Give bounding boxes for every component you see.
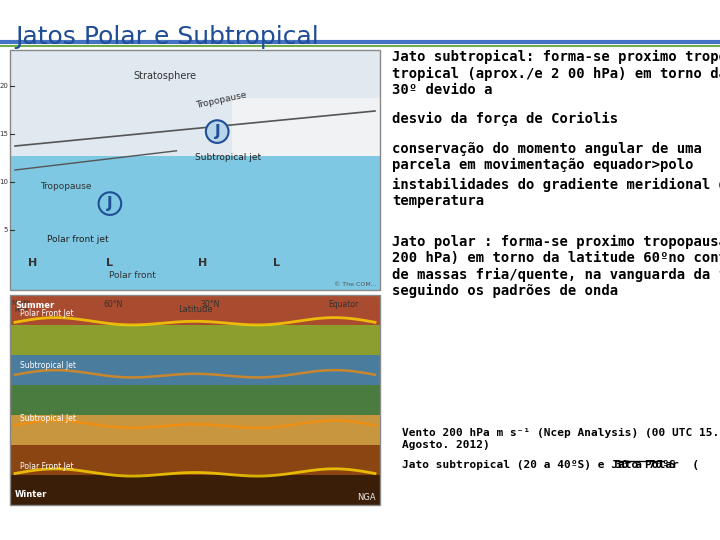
Text: H: H (27, 258, 37, 268)
FancyBboxPatch shape (10, 355, 380, 385)
Text: Jato subtropical: forma-se proximo tropopausa
tropical (aprox./e 2 00 hPa) em to: Jato subtropical: forma-se proximo tropo… (392, 50, 720, 97)
Text: © The COM...: © The COM... (334, 282, 377, 287)
FancyBboxPatch shape (10, 50, 380, 158)
Text: Polar Front Jet: Polar Front Jet (20, 309, 73, 318)
Text: Polar Front Jet: Polar Front Jet (20, 462, 73, 471)
Text: Jatos Polar e Subtropical: Jatos Polar e Subtropical (15, 25, 319, 49)
FancyBboxPatch shape (10, 475, 380, 505)
Text: Tropopause: Tropopause (40, 182, 91, 191)
Text: H: H (198, 258, 207, 268)
Text: Jato polar : forma-se proximo tropopausa (300-
200 hPa) em torno da latitude 60º: Jato polar : forma-se proximo tropopausa… (392, 235, 720, 298)
Text: desvio da força de Coriolis: desvio da força de Coriolis (392, 112, 618, 126)
Text: Vento 200 hPa m s⁻¹ (Ncep Analysis) (00 UTC 15.
Agosto. 2012): Vento 200 hPa m s⁻¹ (Ncep Analysis) (00 … (402, 428, 719, 450)
FancyBboxPatch shape (10, 445, 380, 475)
Text: L: L (107, 258, 114, 268)
Text: Tropopause: Tropopause (195, 90, 247, 110)
Text: Polar front jet: Polar front jet (47, 235, 109, 244)
Text: NGA: NGA (357, 493, 376, 502)
Text: J: J (107, 196, 113, 211)
Text: instabilidades do gradiente meridional de
temperatura: instabilidades do gradiente meridional d… (392, 178, 720, 208)
Text: 10: 10 (0, 179, 8, 185)
FancyBboxPatch shape (10, 156, 380, 290)
Text: Summer: Summer (15, 301, 54, 310)
Text: North
Pole: North Pole (12, 300, 31, 313)
Text: 20: 20 (0, 83, 8, 89)
Text: Polar front: Polar front (109, 271, 156, 280)
Text: 5: 5 (4, 227, 8, 233)
Text: J: J (215, 124, 220, 139)
FancyBboxPatch shape (10, 295, 380, 505)
FancyBboxPatch shape (10, 385, 380, 415)
FancyBboxPatch shape (10, 325, 380, 355)
FancyBboxPatch shape (10, 415, 380, 445)
Text: Subtropical jet: Subtropical jet (195, 153, 261, 163)
Text: Jato subtropical (20 a 40ºS) e Jato Polar  (: Jato subtropical (20 a 40ºS) e Jato Pola… (402, 460, 699, 470)
Text: conservação do momento angular de uma
parcela em movimentação equador>polo: conservação do momento angular de uma pa… (392, 142, 702, 172)
Text: Winter: Winter (15, 490, 48, 499)
Text: Equator: Equator (328, 300, 358, 309)
FancyBboxPatch shape (10, 295, 380, 325)
Text: Latitude: Latitude (178, 305, 212, 314)
Text: L: L (273, 258, 280, 268)
FancyBboxPatch shape (232, 98, 380, 218)
Text: Stratosphere: Stratosphere (134, 71, 197, 81)
Text: 60°N: 60°N (104, 300, 123, 309)
Text: 30°N: 30°N (200, 300, 220, 309)
Text: Subtropical Jet: Subtropical Jet (20, 414, 76, 423)
Text: 30 a 70ºS: 30 a 70ºS (616, 460, 676, 470)
Text: 15: 15 (0, 131, 8, 137)
Text: Subtropical Jet: Subtropical Jet (20, 361, 76, 370)
